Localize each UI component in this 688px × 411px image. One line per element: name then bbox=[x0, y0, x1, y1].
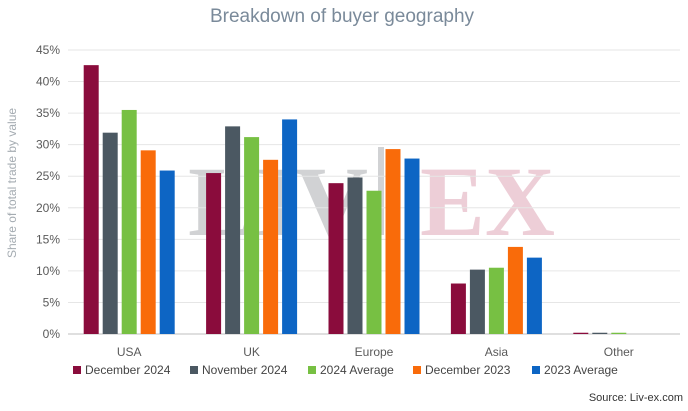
legend-item: December 2024 bbox=[73, 363, 171, 377]
bar bbox=[573, 332, 589, 334]
x-category-label: Asia bbox=[485, 345, 509, 359]
legend-item: 2024 Average bbox=[308, 363, 394, 377]
bar bbox=[469, 269, 485, 334]
bar bbox=[102, 132, 118, 334]
legend-swatch bbox=[532, 366, 540, 374]
y-tick-label: 5% bbox=[43, 295, 61, 309]
y-tick-label: 25% bbox=[36, 169, 60, 183]
legend-label: December 2023 bbox=[425, 363, 511, 377]
bar bbox=[206, 173, 222, 334]
legend-label: 2024 Average bbox=[320, 363, 394, 377]
bars bbox=[83, 65, 627, 334]
y-tick-label: 35% bbox=[36, 106, 60, 120]
y-tick-label: 45% bbox=[36, 43, 60, 57]
x-axis-categories: USA UK Europe Asia Other bbox=[117, 345, 634, 359]
bar bbox=[526, 257, 542, 334]
legend-label: 2023 Average bbox=[544, 363, 618, 377]
bar bbox=[225, 126, 241, 334]
bar bbox=[507, 246, 523, 334]
bar bbox=[244, 137, 260, 334]
legend-swatch bbox=[73, 366, 81, 374]
legend: December 2024 November 2024 2024 Average De… bbox=[73, 363, 618, 377]
legend-swatch bbox=[190, 366, 198, 374]
bar bbox=[121, 109, 137, 334]
bar bbox=[450, 283, 466, 334]
x-category-label: Europe bbox=[355, 345, 394, 359]
legend-label: November 2024 bbox=[202, 363, 288, 377]
chart-title: Breakdown of buyer geography bbox=[210, 6, 475, 27]
bar bbox=[83, 65, 99, 334]
bar bbox=[159, 170, 175, 334]
y-axis-ticks: 0% 5% 10% 15% 20% 25% 30% 35% 40% 45% bbox=[36, 43, 60, 341]
y-tick-label: 40% bbox=[36, 75, 60, 89]
x-category-label: UK bbox=[243, 345, 260, 359]
legend-label: December 2024 bbox=[85, 363, 171, 377]
bar bbox=[282, 119, 298, 334]
legend-item: December 2023 bbox=[413, 363, 511, 377]
bar bbox=[140, 150, 156, 334]
y-tick-label: 15% bbox=[36, 232, 60, 246]
y-tick-label: 20% bbox=[36, 201, 60, 215]
svg-text:EX: EX bbox=[420, 146, 555, 257]
legend-swatch bbox=[413, 366, 421, 374]
bar bbox=[385, 149, 401, 334]
bar bbox=[263, 159, 279, 334]
legend-item: November 2024 bbox=[190, 363, 288, 377]
y-tick-label: 10% bbox=[36, 264, 60, 278]
bar bbox=[488, 267, 504, 334]
y-tick-label: 0% bbox=[43, 327, 61, 341]
bar bbox=[328, 183, 344, 334]
bar bbox=[366, 190, 382, 334]
legend-swatch bbox=[308, 366, 316, 374]
source-note: Source: Liv-ex.com bbox=[589, 392, 683, 404]
bar bbox=[347, 177, 363, 334]
bar bbox=[611, 332, 627, 334]
y-tick-label: 30% bbox=[36, 138, 60, 152]
bar bbox=[592, 332, 608, 334]
y-axis-label: Share of total trade by value bbox=[5, 108, 19, 258]
bar bbox=[404, 158, 420, 334]
x-category-label: Other bbox=[604, 345, 634, 359]
legend-item: 2023 Average bbox=[532, 363, 618, 377]
x-category-label: USA bbox=[117, 345, 142, 359]
